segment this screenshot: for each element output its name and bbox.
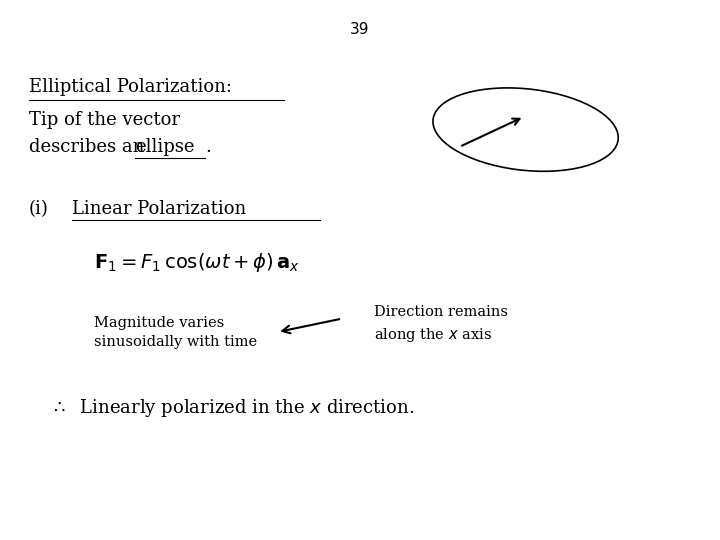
Text: ellipse: ellipse (135, 138, 195, 156)
Text: $\mathbf{F}_1 = F_1\,\cos(\omega t + \phi)\,\mathbf{a}_x$: $\mathbf{F}_1 = F_1\,\cos(\omega t + \ph… (94, 251, 300, 274)
Text: .: . (205, 138, 211, 156)
Text: Elliptical Polarization:: Elliptical Polarization: (29, 78, 232, 96)
Text: Tip of the vector: Tip of the vector (29, 111, 180, 129)
Text: describes an: describes an (29, 138, 150, 156)
Text: Magnitude varies
sinusoidally with time: Magnitude varies sinusoidally with time (94, 316, 257, 349)
Text: 39: 39 (350, 22, 370, 37)
Text: $\therefore$  Linearly polarized in the $x$ direction.: $\therefore$ Linearly polarized in the $… (50, 397, 415, 419)
Text: Direction remains
along the $x$ axis: Direction remains along the $x$ axis (374, 305, 508, 343)
Text: (i): (i) (29, 200, 49, 218)
Text: Linear Polarization: Linear Polarization (72, 200, 246, 218)
